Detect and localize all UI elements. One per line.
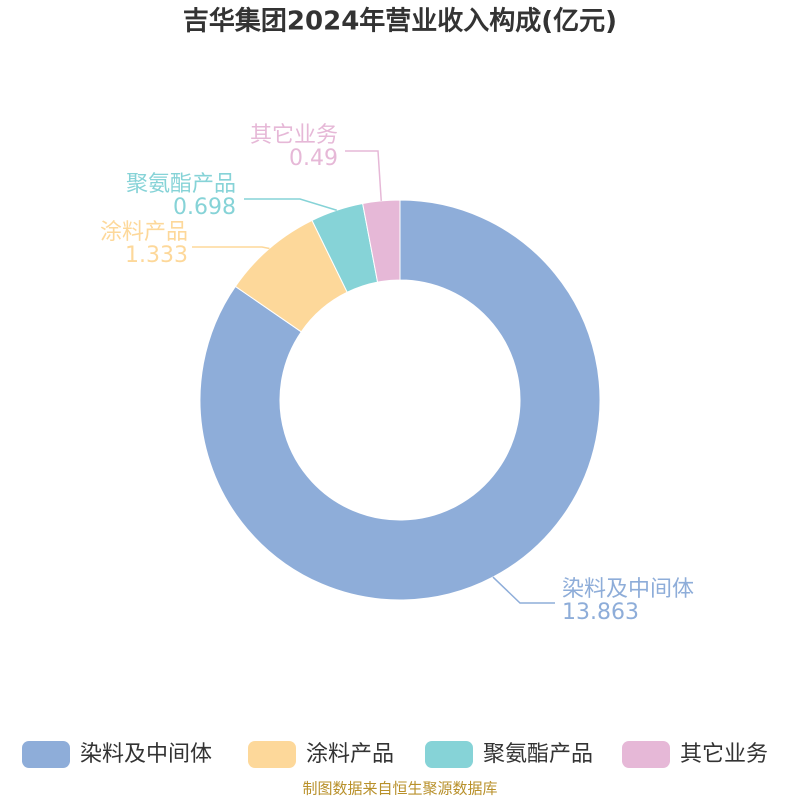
leader-line [192, 246, 270, 250]
slice-label: 涂料产品 [100, 220, 188, 245]
legend-label: 聚氨酯产品 [483, 742, 593, 767]
legend-swatch [22, 741, 70, 768]
slice-label: 其它业务 [250, 123, 338, 148]
donut-slice [362, 199, 401, 283]
slice-value: 1.333 [125, 243, 188, 268]
slice-label: 染料及中间体 [562, 577, 694, 602]
slice-value: 0.49 [289, 146, 338, 171]
donut-slice [199, 199, 601, 601]
legend-label: 其它业务 [680, 742, 768, 767]
source-note: 制图数据来自恒生聚源数据库 [302, 780, 497, 798]
leader-line [345, 150, 382, 201]
slice-value: 0.698 [173, 195, 236, 220]
leader-line [244, 198, 337, 211]
legend-swatch [622, 741, 670, 768]
legend-label: 涂料产品 [306, 742, 394, 767]
legend-label: 染料及中间体 [80, 742, 212, 767]
slice-label: 聚氨酯产品 [126, 172, 236, 197]
slice-value: 13.863 [562, 600, 639, 625]
chart-title: 吉华集团2024年营业收入构成(亿元) [183, 6, 617, 37]
legend-swatch [248, 741, 296, 768]
legend-swatch [425, 741, 473, 768]
leader-line [492, 576, 555, 604]
